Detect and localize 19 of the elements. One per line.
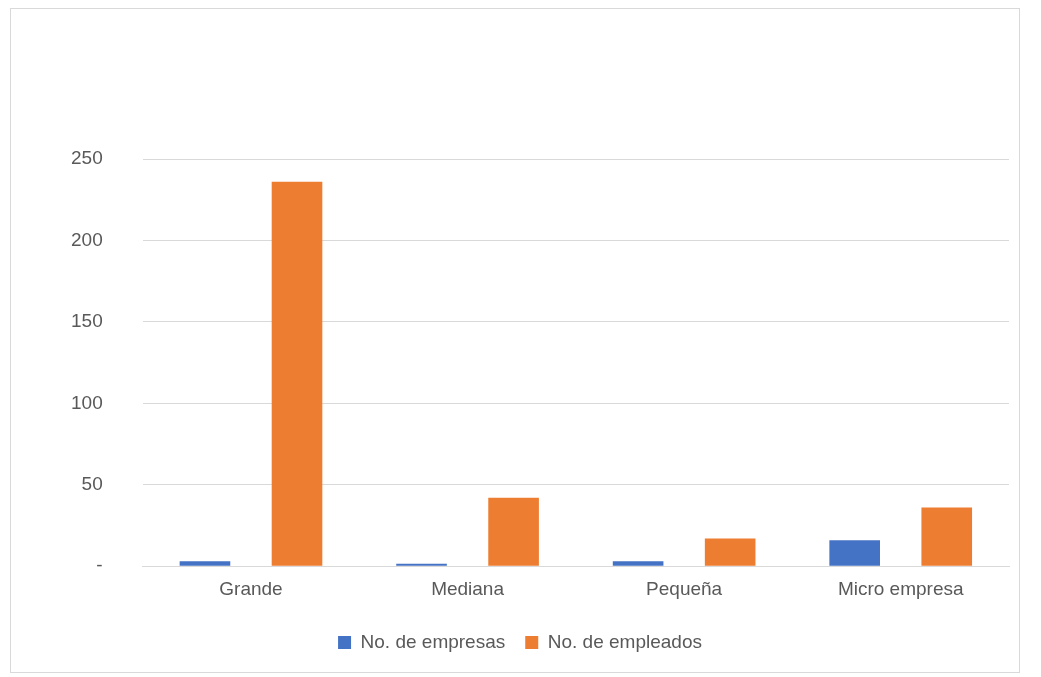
legend-label: No. de empresas — [360, 630, 506, 652]
y-tick-label: 150 — [71, 310, 103, 332]
bar — [921, 507, 973, 566]
bar — [612, 561, 664, 566]
x-tick-label: Micro empresa — [837, 577, 964, 599]
y-tick-label: 250 — [71, 147, 103, 169]
legend-label: No. de empleados — [547, 630, 702, 652]
bar — [179, 561, 231, 566]
y-tick-label: 200 — [71, 228, 103, 250]
bar — [704, 538, 756, 566]
x-tick-label: Grande — [219, 577, 283, 599]
y-tick-label: 100 — [71, 391, 103, 413]
bar — [488, 497, 539, 566]
y-tick-label: 50 — [81, 472, 103, 494]
x-tick-label: Pequeña — [646, 577, 723, 599]
y-tick-label: - — [96, 554, 103, 576]
bar — [829, 540, 880, 566]
bar — [271, 181, 323, 566]
x-tick-label: Mediana — [431, 577, 505, 599]
